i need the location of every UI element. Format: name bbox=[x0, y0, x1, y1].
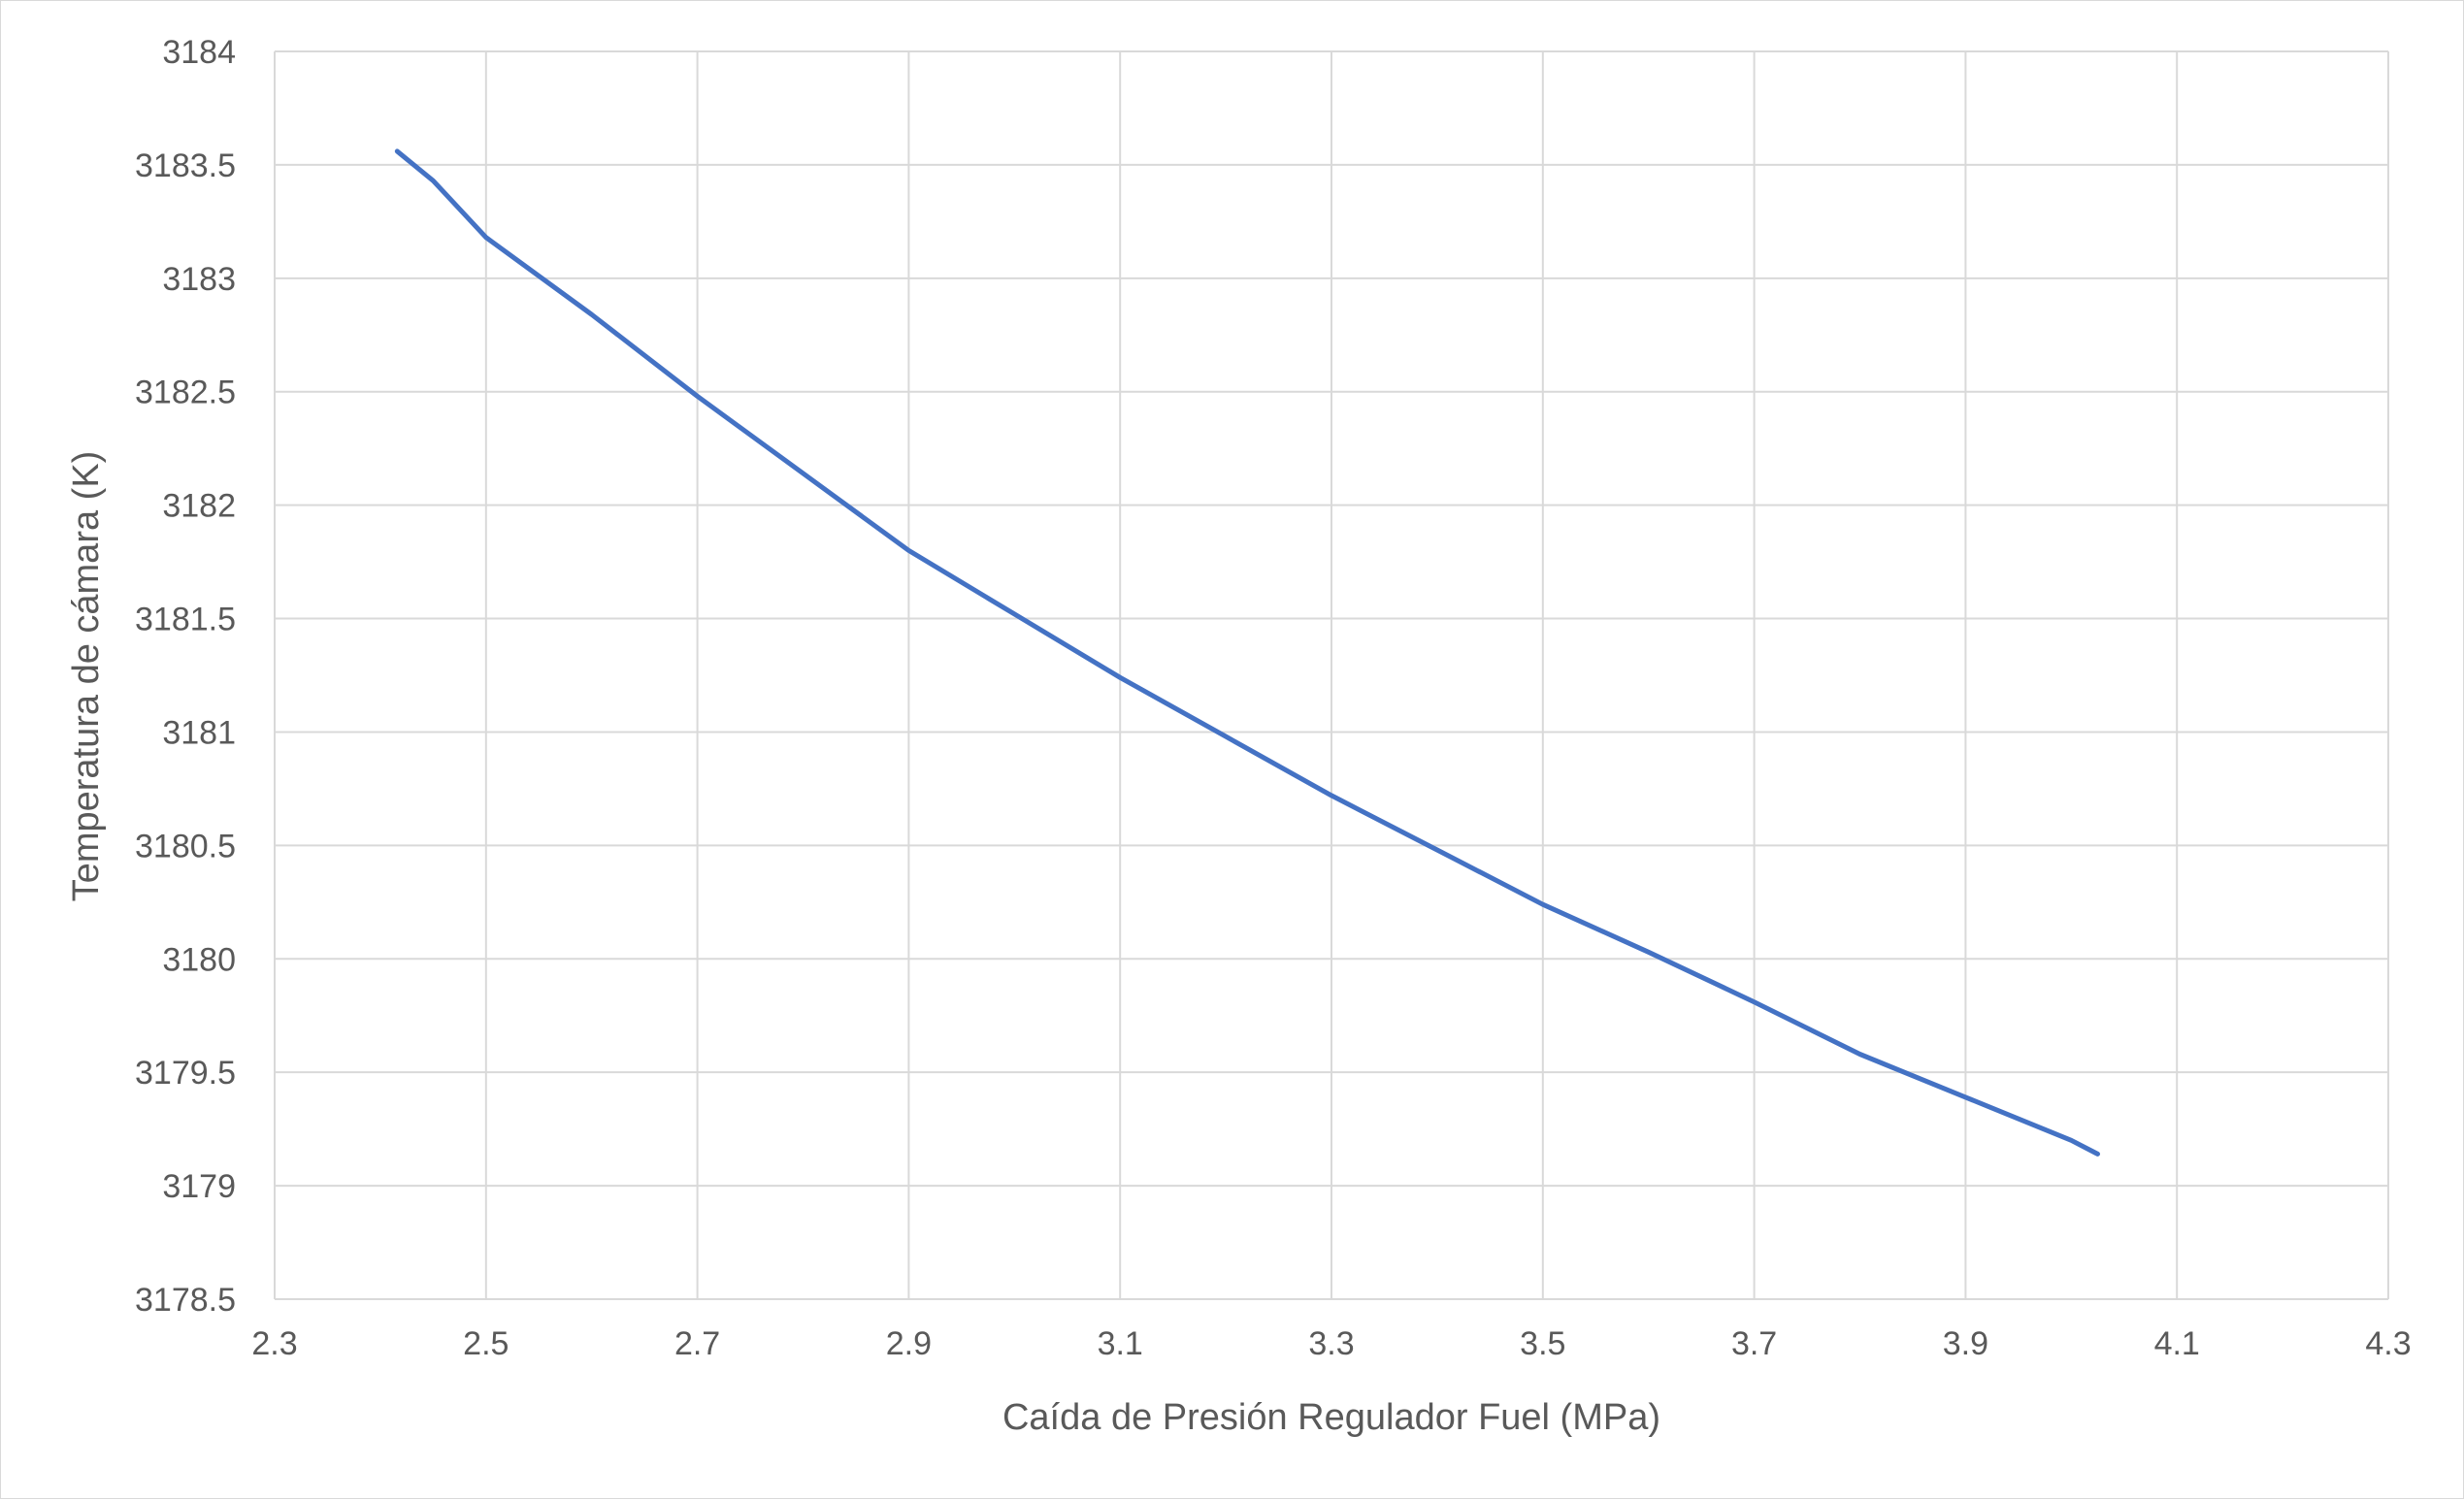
series-line bbox=[394, 148, 2100, 1157]
y-tick-label: 3184 bbox=[162, 34, 236, 71]
y-tick-label: 3180 bbox=[162, 941, 236, 978]
x-tick-label: 2.7 bbox=[674, 1325, 720, 1362]
x-tick-label: 3.5 bbox=[1520, 1325, 1565, 1362]
y-tick-label: 3181 bbox=[162, 714, 236, 751]
x-tick-label: 2.9 bbox=[886, 1325, 932, 1362]
y-tick-label: 3180.5 bbox=[135, 828, 236, 864]
y-tick-label: 3182 bbox=[162, 488, 236, 525]
y-axis-title: Temperatura de cámara (K) bbox=[66, 451, 107, 902]
x-tick-label: 4.3 bbox=[2365, 1325, 2411, 1362]
y-tick-label: 3182.5 bbox=[135, 375, 236, 411]
x-tick-label: 3.1 bbox=[1098, 1325, 1143, 1362]
x-tick-label: 3.3 bbox=[1308, 1325, 1354, 1362]
y-tick-labels: 3178.5 3179 3179.5 3180 3180.5 3181 3181.5 3182… bbox=[135, 34, 236, 1319]
x-tick-labels: 2.3 2.5 2.7 2.9 3.1 3.3 3.5 3.7 3.9 4.1 4.3 bbox=[251, 1325, 2411, 1362]
y-tick-label: 3183 bbox=[162, 261, 236, 298]
y-tick-label: 3181.5 bbox=[135, 602, 236, 638]
y-tick-label: 3179.5 bbox=[135, 1055, 236, 1092]
x-tick-label: 3.9 bbox=[1943, 1325, 1988, 1362]
x-tick-label: 2.3 bbox=[251, 1325, 297, 1362]
vertical-gridlines bbox=[274, 51, 2389, 1299]
x-tick-label: 4.1 bbox=[2154, 1325, 2200, 1362]
x-axis-title: Caída de Presión Regulador Fuel (MPa) bbox=[1002, 1397, 1660, 1438]
y-tick-label: 3179 bbox=[162, 1168, 236, 1205]
x-tick-label: 3.7 bbox=[1731, 1325, 1777, 1362]
y-tick-label: 3178.5 bbox=[135, 1282, 236, 1319]
series-group bbox=[394, 148, 2100, 1157]
horizontal-gridlines bbox=[275, 50, 2388, 1300]
x-tick-label: 2.5 bbox=[463, 1325, 509, 1362]
y-tick-label: 3183.5 bbox=[135, 147, 236, 184]
